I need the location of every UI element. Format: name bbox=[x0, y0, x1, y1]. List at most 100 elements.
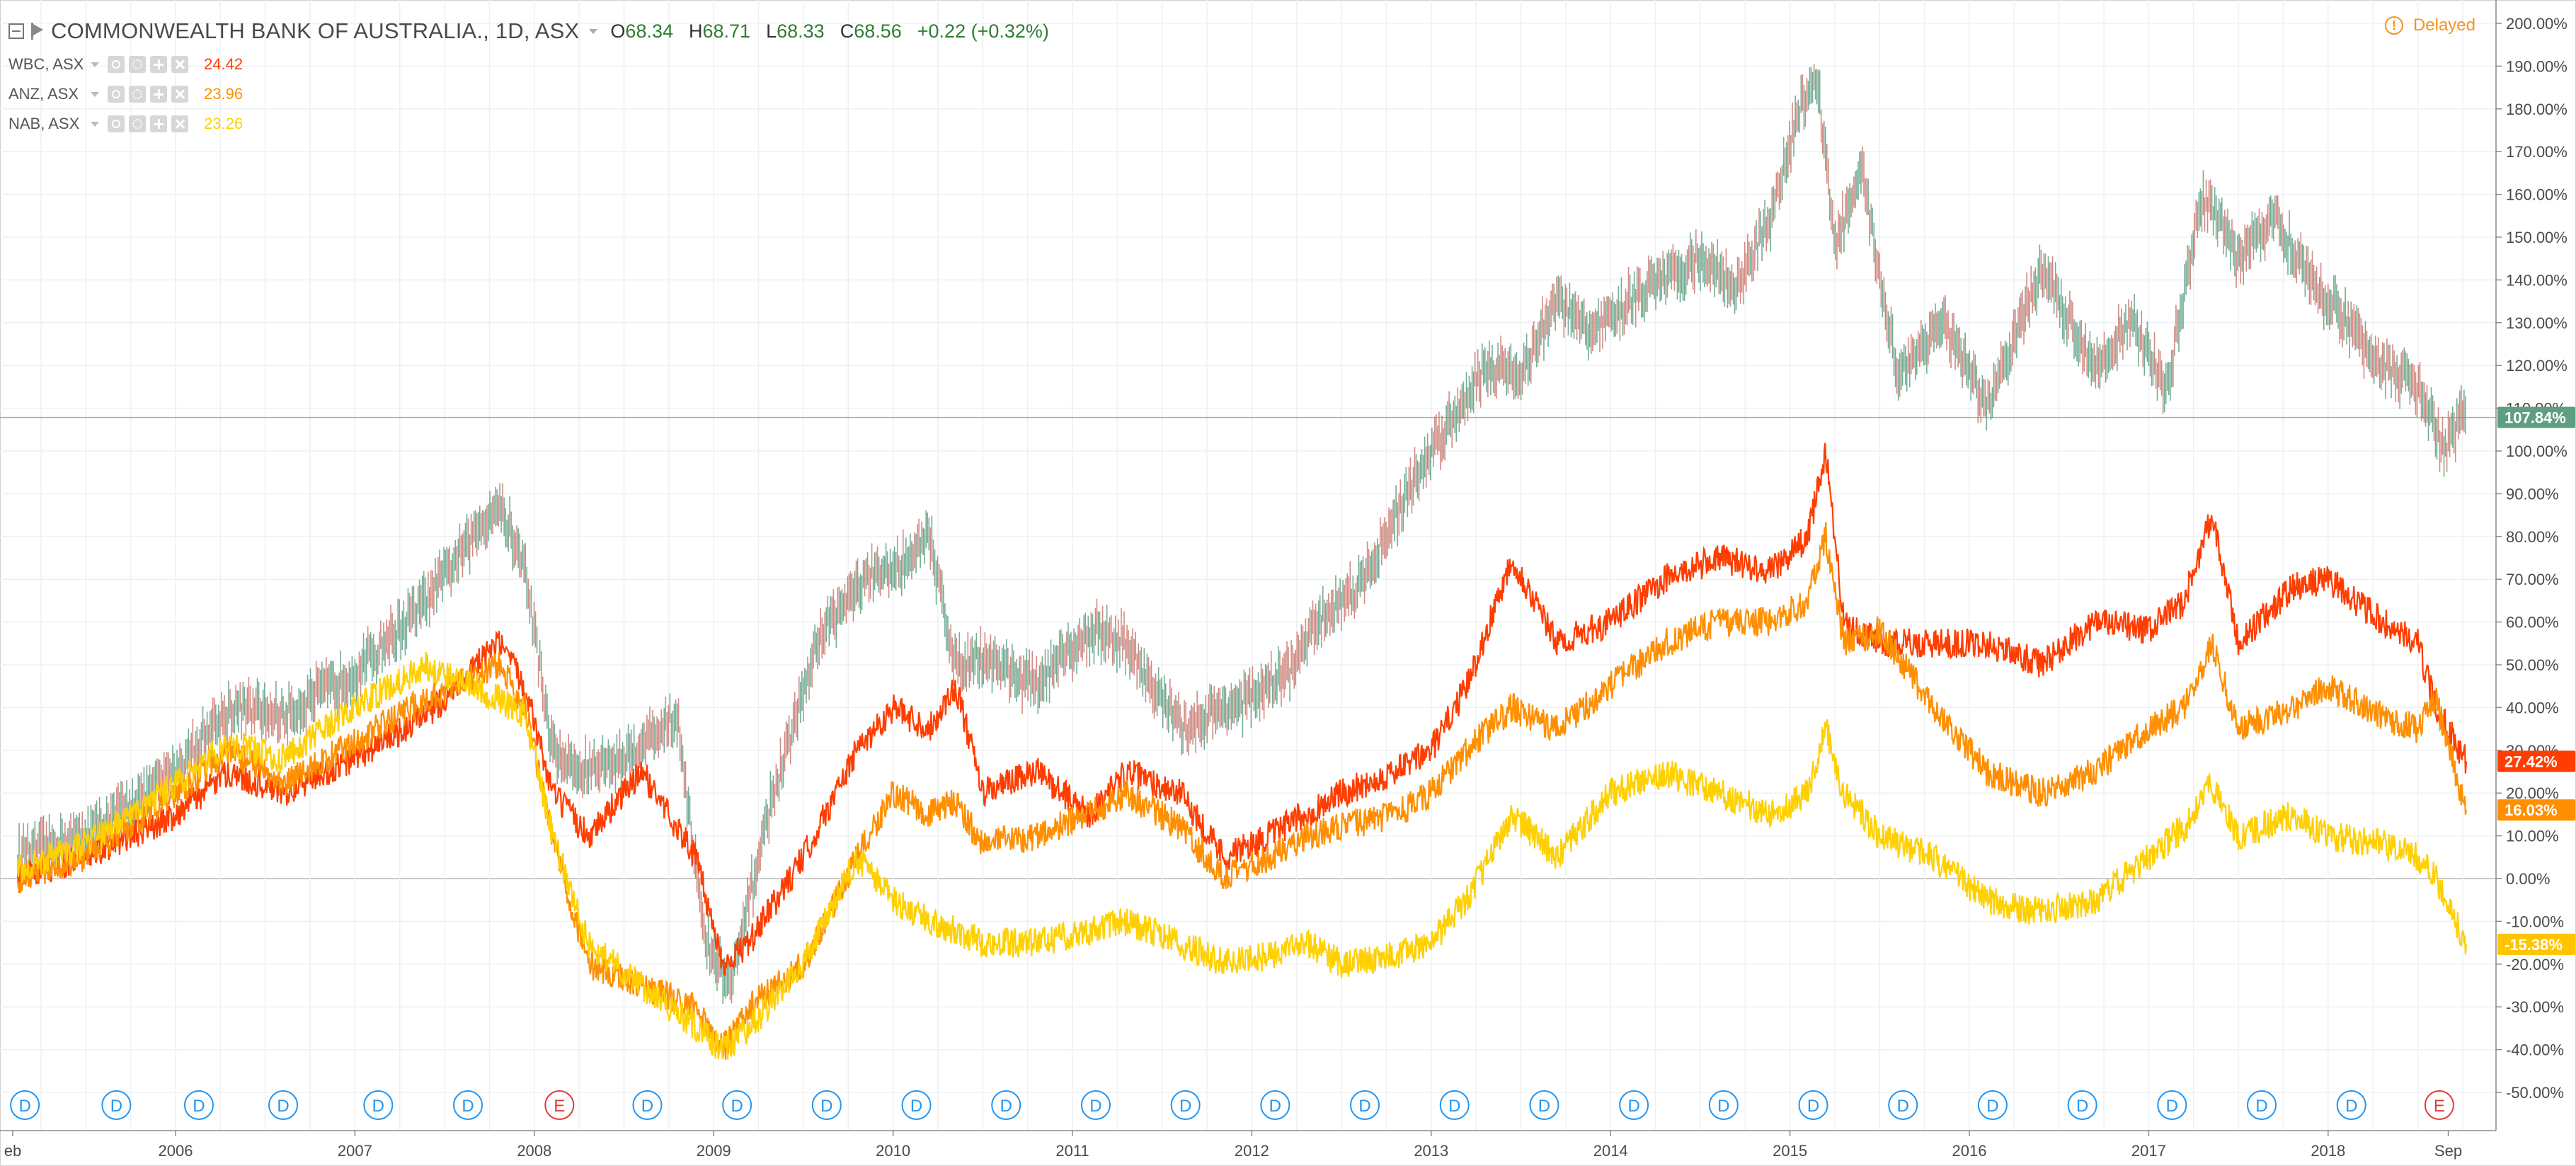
event-circle[interactable] bbox=[363, 1090, 394, 1120]
alert-icon: ! bbox=[2384, 16, 2403, 35]
dividend-marker[interactable]: D bbox=[1708, 1090, 1739, 1120]
event-circle[interactable] bbox=[1260, 1090, 1290, 1120]
event-circle[interactable] bbox=[2067, 1090, 2097, 1120]
dividend-marker[interactable]: D bbox=[268, 1090, 299, 1120]
comparison-name[interactable]: NAB, ASX bbox=[8, 115, 80, 132]
close-icon[interactable] bbox=[171, 56, 188, 73]
dividend-marker[interactable]: D bbox=[2067, 1090, 2097, 1120]
low-value: 68.33 bbox=[777, 20, 825, 42]
comparison-name[interactable]: ANZ, ASX bbox=[8, 85, 79, 103]
price-tick-label: 140.00% bbox=[2506, 271, 2568, 289]
chevron-down-icon[interactable] bbox=[91, 121, 99, 127]
time-axis[interactable]: eb 2006 2007 2008 2009 2010 2011 2012 2013 2014 20… bbox=[0, 1130, 2496, 1160]
main-symbol-title[interactable]: COMMONWEALTH BANK OF AUSTRALIA., 1D, ASX bbox=[51, 18, 580, 43]
collapse-legend-button[interactable] bbox=[8, 23, 24, 39]
earnings-marker[interactable]: E bbox=[2424, 1090, 2454, 1120]
event-label: D bbox=[2255, 1097, 2267, 1116]
event-circle[interactable] bbox=[1708, 1090, 1739, 1120]
price-axis[interactable]: 200.00% 190.00% 180.00% 170.00% 160.00% 150.0… bbox=[2495, 0, 2575, 1131]
dividend-marker[interactable]: D bbox=[632, 1090, 663, 1120]
dividend-marker[interactable]: D bbox=[453, 1090, 483, 1120]
dividend-marker[interactable]: D bbox=[811, 1090, 842, 1120]
plus-icon[interactable] bbox=[150, 115, 167, 132]
open-value: 68.34 bbox=[625, 20, 673, 42]
event-circle[interactable] bbox=[1619, 1090, 1649, 1120]
event-circle[interactable] bbox=[268, 1090, 299, 1120]
time-tick-label: 2015 bbox=[1773, 1142, 1807, 1160]
time-tick-label: 2010 bbox=[876, 1142, 910, 1160]
eye-icon[interactable] bbox=[108, 115, 125, 132]
chevron-down-icon[interactable] bbox=[589, 28, 598, 34]
dividend-marker[interactable]: D bbox=[1619, 1090, 1649, 1120]
comparison-name[interactable]: WBC, ASX bbox=[8, 55, 84, 73]
event-circle[interactable] bbox=[1080, 1090, 1111, 1120]
dividend-marker[interactable]: D bbox=[1350, 1090, 1380, 1120]
event-circle[interactable] bbox=[2157, 1090, 2187, 1120]
earnings-marker[interactable]: E bbox=[544, 1090, 575, 1120]
dividend-marker[interactable]: D bbox=[1798, 1090, 1828, 1120]
event-label: D bbox=[2345, 1097, 2357, 1116]
event-circle[interactable] bbox=[1977, 1090, 2008, 1120]
dividend-marker[interactable]: D bbox=[991, 1090, 1021, 1120]
event-label: D bbox=[110, 1097, 122, 1116]
gear-icon[interactable] bbox=[129, 56, 146, 73]
event-circle[interactable] bbox=[632, 1090, 663, 1120]
event-circle[interactable] bbox=[2336, 1090, 2366, 1120]
close-icon[interactable] bbox=[171, 115, 188, 132]
dividend-marker[interactable]: D bbox=[722, 1090, 752, 1120]
event-circle[interactable] bbox=[1798, 1090, 1828, 1120]
dividend-marker[interactable]: D bbox=[1888, 1090, 1918, 1120]
flag-icon[interactable] bbox=[31, 23, 44, 40]
event-circle[interactable] bbox=[1529, 1090, 1559, 1120]
gear-icon[interactable] bbox=[129, 86, 146, 103]
gear-icon[interactable] bbox=[129, 115, 146, 132]
dividend-marker[interactable]: D bbox=[363, 1090, 394, 1120]
dividend-marker[interactable]: D bbox=[101, 1090, 132, 1120]
legend: COMMONWEALTH BANK OF AUSTRALIA., 1D, ASX… bbox=[8, 13, 1049, 139]
eye-icon[interactable] bbox=[108, 56, 125, 73]
price-tick-label: -30.00% bbox=[2506, 998, 2564, 1016]
dividend-marker[interactable]: D bbox=[1170, 1090, 1201, 1120]
dividend-marker[interactable]: D bbox=[1977, 1090, 2008, 1120]
plus-icon[interactable] bbox=[150, 86, 167, 103]
dividend-marker[interactable]: D bbox=[1080, 1090, 1111, 1120]
chevron-down-icon[interactable] bbox=[91, 91, 99, 97]
event-circle[interactable] bbox=[991, 1090, 1021, 1120]
event-circle[interactable] bbox=[2424, 1090, 2454, 1120]
event-circle[interactable] bbox=[1888, 1090, 1918, 1120]
event-circle[interactable] bbox=[1350, 1090, 1380, 1120]
dividend-marker[interactable]: D bbox=[2247, 1090, 2277, 1120]
dividend-marker[interactable]: D bbox=[183, 1090, 214, 1120]
price-tick-label: 60.00% bbox=[2506, 614, 2559, 631]
close-icon[interactable] bbox=[171, 86, 188, 103]
dividend-marker[interactable]: D bbox=[10, 1090, 40, 1120]
event-circle[interactable] bbox=[1439, 1090, 1470, 1120]
delayed-indicator[interactable]: ! Delayed bbox=[2384, 16, 2475, 35]
event-circle[interactable] bbox=[544, 1090, 575, 1120]
dividend-marker[interactable]: D bbox=[2157, 1090, 2187, 1120]
event-circle[interactable] bbox=[901, 1090, 932, 1120]
event-circle[interactable] bbox=[722, 1090, 752, 1120]
dividend-marker[interactable]: D bbox=[1529, 1090, 1559, 1120]
dividend-marker[interactable]: D bbox=[1260, 1090, 1290, 1120]
time-tick-label: 2009 bbox=[697, 1142, 731, 1160]
dividend-marker[interactable]: D bbox=[901, 1090, 932, 1120]
event-circle[interactable] bbox=[453, 1090, 483, 1120]
event-label: D bbox=[277, 1097, 289, 1116]
plus-icon[interactable] bbox=[150, 56, 167, 73]
dividend-marker[interactable]: D bbox=[2336, 1090, 2366, 1120]
price-tick-label: -10.00% bbox=[2506, 913, 2564, 930]
event-circle[interactable] bbox=[101, 1090, 132, 1120]
event-circle[interactable] bbox=[1170, 1090, 1201, 1120]
event-circle[interactable] bbox=[811, 1090, 842, 1120]
event-circle[interactable] bbox=[183, 1090, 214, 1120]
event-circle[interactable] bbox=[2247, 1090, 2277, 1120]
price-tick-label: -20.00% bbox=[2506, 956, 2564, 973]
event-circle[interactable] bbox=[10, 1090, 40, 1120]
dividend-marker[interactable]: D bbox=[1439, 1090, 1470, 1120]
eye-icon[interactable] bbox=[108, 86, 125, 103]
chevron-down-icon[interactable] bbox=[91, 62, 99, 67]
